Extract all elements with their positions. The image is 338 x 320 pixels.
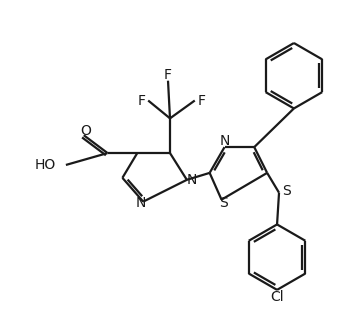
Text: N: N [136,196,146,210]
Text: S: S [283,184,291,198]
Text: F: F [198,93,206,108]
Text: O: O [80,124,91,138]
Text: N: N [219,134,230,148]
Text: F: F [164,68,172,82]
Text: HO: HO [35,158,56,172]
Text: N: N [187,173,197,187]
Text: F: F [137,93,145,108]
Text: Cl: Cl [270,290,284,304]
Text: S: S [219,196,228,210]
